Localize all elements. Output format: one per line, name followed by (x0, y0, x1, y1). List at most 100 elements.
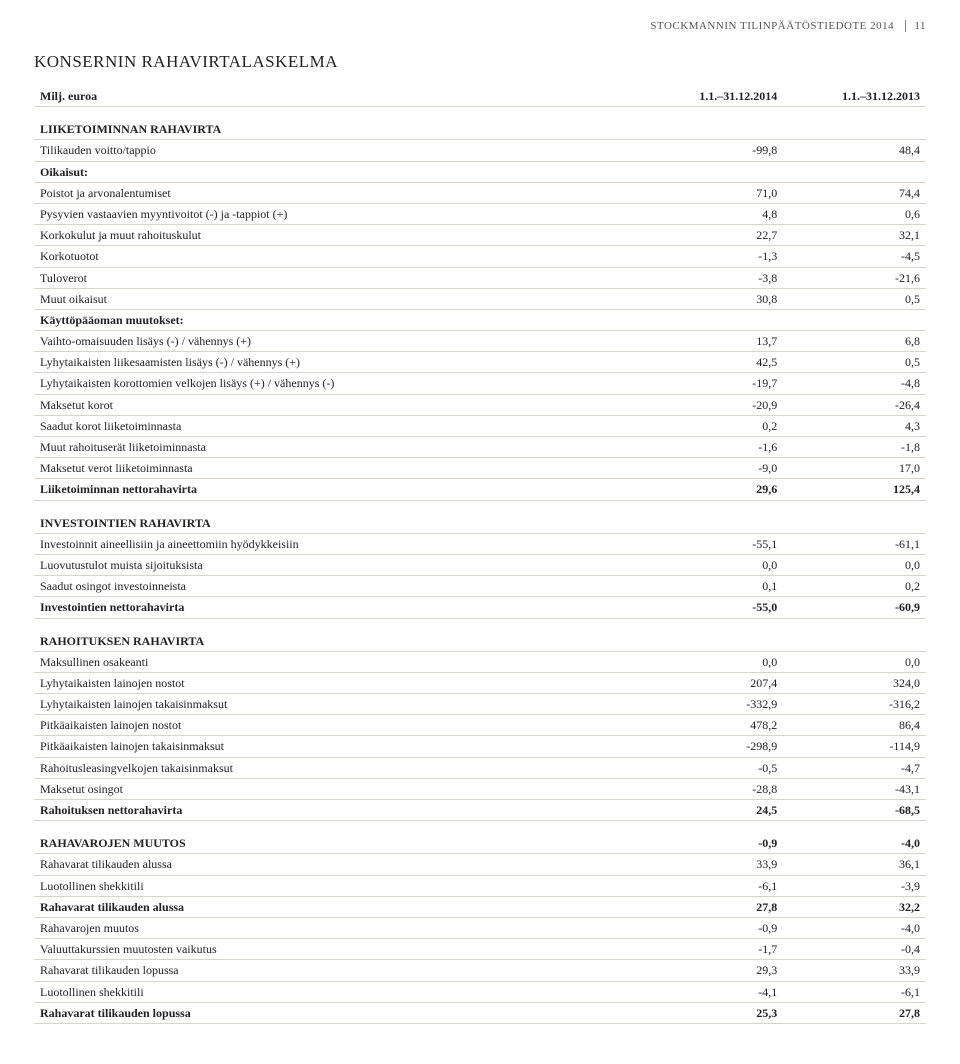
row-value-2013: 0,5 (783, 288, 926, 309)
row-value-2013: 4,3 (783, 415, 926, 436)
row-value-2014: -99,8 (641, 140, 784, 161)
document-header: STOCKMANNIN TILINPÄÄTÖSTIEDOTE 2014 11 (34, 20, 926, 32)
row-value-2014: 0,0 (641, 554, 784, 575)
row-value-2014: 42,5 (641, 352, 784, 373)
row-label: Korkotuotot (34, 246, 641, 267)
row-label: Pysyvien vastaavien myyntivoitot (-) ja … (34, 203, 641, 224)
row-value-2013: 27,8 (783, 1002, 926, 1023)
col-header-label: Milj. euroa (34, 86, 641, 107)
row-label: Rahavarat tilikauden alussa (34, 854, 641, 875)
row-label: Käyttöpääoman muutokset: (34, 309, 641, 330)
row-value-2013: 33,9 (783, 960, 926, 981)
section-head: LIIKETOIMINNAN RAHAVIRTA (34, 107, 641, 140)
row-value-2013: -316,2 (783, 694, 926, 715)
row-label: Investointien nettorahavirta (34, 597, 641, 618)
section-head-v1: -0,9 (641, 821, 784, 854)
section-head-v1 (641, 500, 784, 533)
row-value-2013: 125,4 (783, 479, 926, 500)
section-head: INVESTOINTIEN RAHAVIRTA (34, 500, 641, 533)
cashflow-table: Milj. euroa 1.1.–31.12.2014 1.1.–31.12.2… (34, 86, 926, 1024)
row-value-2014: -1,3 (641, 246, 784, 267)
row-value-2013: 86,4 (783, 715, 926, 736)
row-value-2013 (783, 309, 926, 330)
section-head: RAHOITUKSEN RAHAVIRTA (34, 618, 641, 651)
row-value-2013: -68,5 (783, 800, 926, 821)
row-value-2014: 27,8 (641, 896, 784, 917)
section-head-v2 (783, 500, 926, 533)
row-value-2014: -332,9 (641, 694, 784, 715)
row-value-2013: -60,9 (783, 597, 926, 618)
row-value-2014: 4,8 (641, 203, 784, 224)
row-label: Lyhytaikaisten lainojen nostot (34, 672, 641, 693)
row-value-2013: 0,2 (783, 576, 926, 597)
row-value-2013: 0,0 (783, 651, 926, 672)
row-value-2013: -0,4 (783, 939, 926, 960)
row-value-2013: 36,1 (783, 854, 926, 875)
row-value-2013: -61,1 (783, 533, 926, 554)
row-label: Lyhytaikaisten liikesaamisten lisäys (-)… (34, 352, 641, 373)
row-value-2014: 24,5 (641, 800, 784, 821)
row-label: Luotollinen shekkitili (34, 875, 641, 896)
page: STOCKMANNIN TILINPÄÄTÖSTIEDOTE 2014 11 K… (0, 0, 960, 1064)
row-label: Lyhytaikaisten korottomien velkojen lisä… (34, 373, 641, 394)
row-label: Luovutustulot muista sijoituksista (34, 554, 641, 575)
row-label: Pitkäaikaisten lainojen takaisinmaksut (34, 736, 641, 757)
row-value-2014: -1,7 (641, 939, 784, 960)
row-value-2014: 25,3 (641, 1002, 784, 1023)
row-label: Tilikauden voitto/tappio (34, 140, 641, 161)
row-value-2013: -26,4 (783, 394, 926, 415)
row-value-2013: -1,8 (783, 437, 926, 458)
row-value-2013: 6,8 (783, 331, 926, 352)
row-value-2014: -55,1 (641, 533, 784, 554)
row-label: Saadut osingot investoinneista (34, 576, 641, 597)
row-value-2014: 0,0 (641, 651, 784, 672)
section-head-v2: -4,0 (783, 821, 926, 854)
row-label: Rahavarat tilikauden lopussa (34, 960, 641, 981)
row-value-2013: 0,0 (783, 554, 926, 575)
row-value-2013: 17,0 (783, 458, 926, 479)
row-label: Tuloverot (34, 267, 641, 288)
row-value-2014 (641, 161, 784, 182)
row-value-2014: 478,2 (641, 715, 784, 736)
row-label: Investoinnit aineellisiin ja aineettomii… (34, 533, 641, 554)
row-value-2013: -114,9 (783, 736, 926, 757)
row-value-2013: 324,0 (783, 672, 926, 693)
row-value-2014: -0,5 (641, 757, 784, 778)
row-value-2013: -3,9 (783, 875, 926, 896)
page-number: 11 (905, 20, 926, 32)
section-head-v2 (783, 618, 926, 651)
row-label: Valuuttakurssien muutosten vaikutus (34, 939, 641, 960)
row-value-2013: 32,1 (783, 225, 926, 246)
row-value-2013: 0,5 (783, 352, 926, 373)
row-value-2014: 207,4 (641, 672, 784, 693)
row-value-2014: -19,7 (641, 373, 784, 394)
row-value-2014: -0,9 (641, 917, 784, 938)
row-value-2014: 0,2 (641, 415, 784, 436)
row-value-2014: 0,1 (641, 576, 784, 597)
row-value-2013: -4,0 (783, 917, 926, 938)
section-head-v1 (641, 618, 784, 651)
row-value-2014: -1,6 (641, 437, 784, 458)
row-value-2014: 71,0 (641, 182, 784, 203)
row-value-2014: -20,9 (641, 394, 784, 415)
row-value-2013: 74,4 (783, 182, 926, 203)
section-head-v2 (783, 107, 926, 140)
row-label: Muut oikaisut (34, 288, 641, 309)
row-label: Poistot ja arvonalentumiset (34, 182, 641, 203)
row-value-2014: -6,1 (641, 875, 784, 896)
row-value-2013: 0,6 (783, 203, 926, 224)
row-value-2013 (783, 161, 926, 182)
row-value-2014: 22,7 (641, 225, 784, 246)
page-title: KONSERNIN RAHAVIRTALASKELMA (34, 52, 926, 72)
row-value-2014: 29,3 (641, 960, 784, 981)
row-label: Oikaisut: (34, 161, 641, 182)
row-value-2014: 13,7 (641, 331, 784, 352)
row-value-2013: -4,8 (783, 373, 926, 394)
row-value-2013: -4,5 (783, 246, 926, 267)
row-value-2013: 48,4 (783, 140, 926, 161)
row-label: Maksetut osingot (34, 778, 641, 799)
row-value-2014: -55,0 (641, 597, 784, 618)
row-label: Maksullinen osakeanti (34, 651, 641, 672)
row-value-2014: 29,6 (641, 479, 784, 500)
row-label: Liiketoiminnan nettorahavirta (34, 479, 641, 500)
